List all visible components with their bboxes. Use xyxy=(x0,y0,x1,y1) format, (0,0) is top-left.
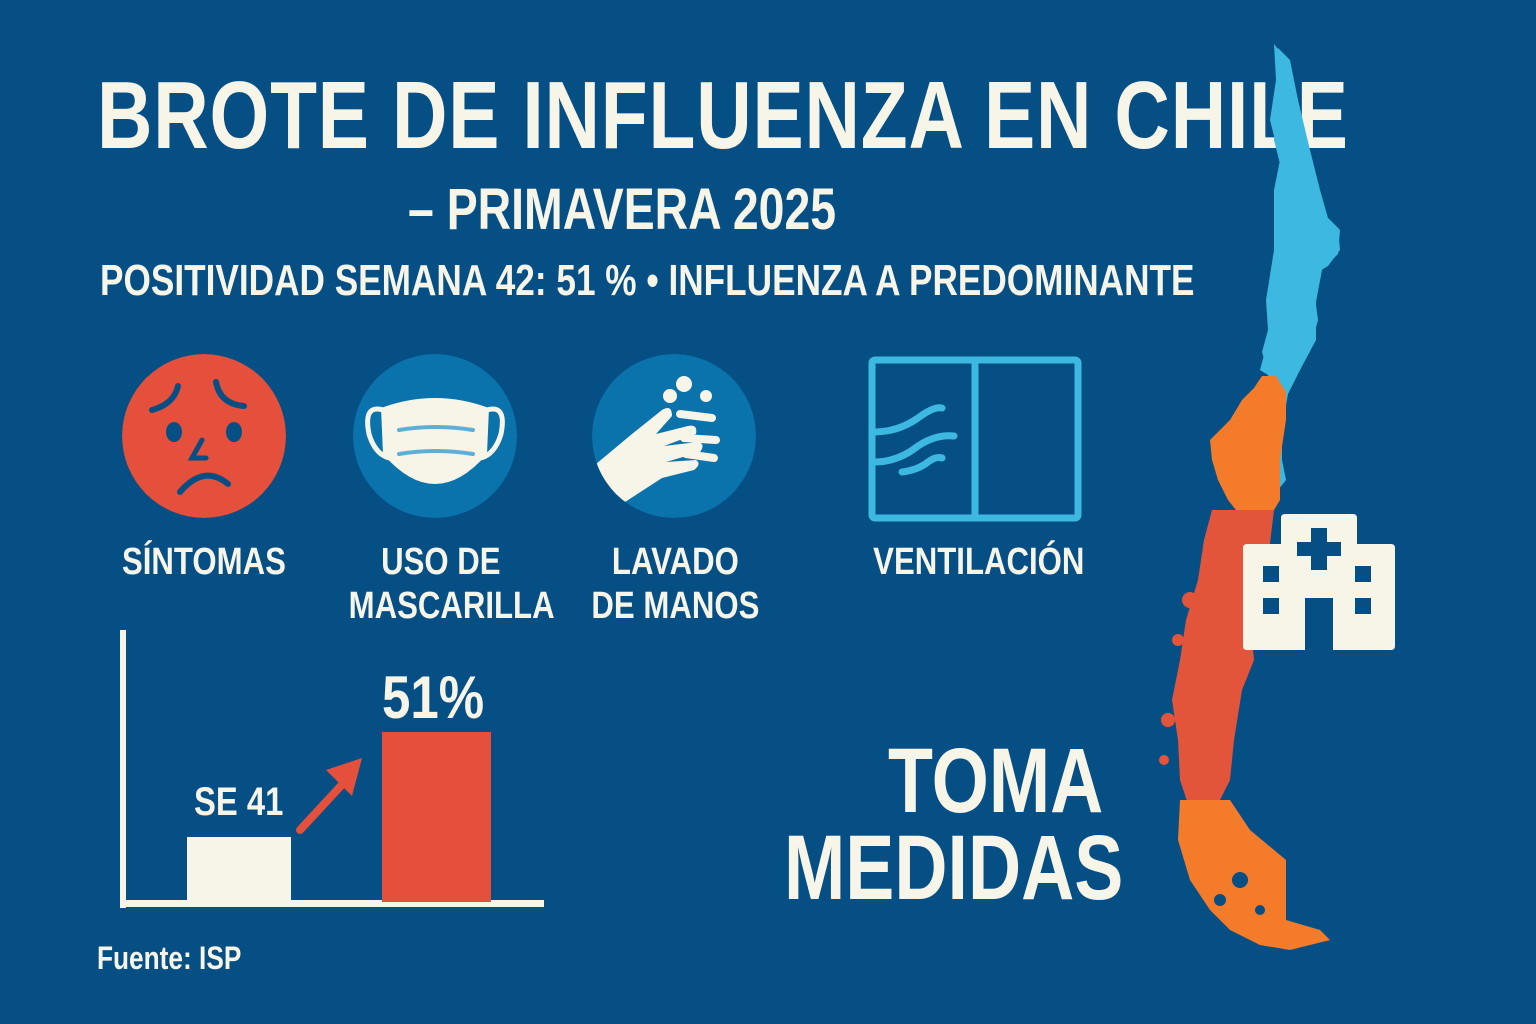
cta-line1: TOMA xyxy=(888,735,1157,827)
handwash-label-line1: LAVADO xyxy=(611,541,739,583)
ventilation-item xyxy=(868,356,1082,527)
bar-se41-label: SE 41 xyxy=(194,780,303,824)
trend-up-arrow-icon xyxy=(296,758,362,834)
symptoms-item xyxy=(122,354,286,523)
subtitle-text: – PRIMAVERA 2025 xyxy=(408,177,837,242)
title-text: BROTE DE INFLUENZA EN CHILE xyxy=(97,62,1349,169)
symptoms-label: SÍNTOMAS xyxy=(96,540,312,584)
stat-line: POSITIVIDAD SEMANA 42: 51 % • INFLUENZA … xyxy=(100,256,1468,306)
ventilation-label-text: VENTILACIÓN xyxy=(873,541,1085,583)
y-axis xyxy=(120,630,126,908)
page-title: BROTE DE INFLUENZA EN CHILE xyxy=(97,66,1536,166)
positivity-chart: SE 41 51% xyxy=(120,630,544,908)
sad-face-icon xyxy=(122,354,286,518)
handwash-item xyxy=(592,354,756,523)
mask-label-line2: MASCARILLA xyxy=(348,585,555,627)
bar-se42-label-text: 51% xyxy=(382,664,485,731)
source-text: Fuente: ISP xyxy=(97,940,242,976)
cta-line1-text: TOMA xyxy=(888,730,1104,832)
mask-label: USO DE MASCARILLA xyxy=(326,540,556,628)
hand-washing-icon xyxy=(592,354,756,518)
mask-label-line1: USO DE xyxy=(381,541,501,583)
bar-se41-label-text: SE 41 xyxy=(194,780,284,824)
stat-line-text: POSITIVIDAD SEMANA 42: 51 % • INFLUENZA … xyxy=(100,256,1195,305)
handwash-label-line2: DE MANOS xyxy=(591,585,759,627)
page-subtitle: – PRIMAVERA 2025 xyxy=(408,178,943,242)
face-mask-icon xyxy=(353,354,517,518)
cta-line2-text: MEDIDAS xyxy=(784,817,1124,919)
cta-line2: MEDIDAS xyxy=(784,822,1208,914)
symptoms-label-text: SÍNTOMAS xyxy=(122,541,286,583)
hospital-icon xyxy=(1243,514,1395,650)
bar-se41 xyxy=(187,837,291,903)
handwash-label: LAVADO DE MANOS xyxy=(570,540,780,628)
mask-item xyxy=(353,354,517,523)
bar-se42-label: 51% xyxy=(382,666,502,730)
ventilation-label: VENTILACIÓN xyxy=(850,540,1100,584)
bar-se42 xyxy=(382,732,491,902)
window-ventilation-icon xyxy=(868,356,1082,522)
x-axis xyxy=(120,900,544,907)
source-note: Fuente: ISP xyxy=(97,940,273,976)
